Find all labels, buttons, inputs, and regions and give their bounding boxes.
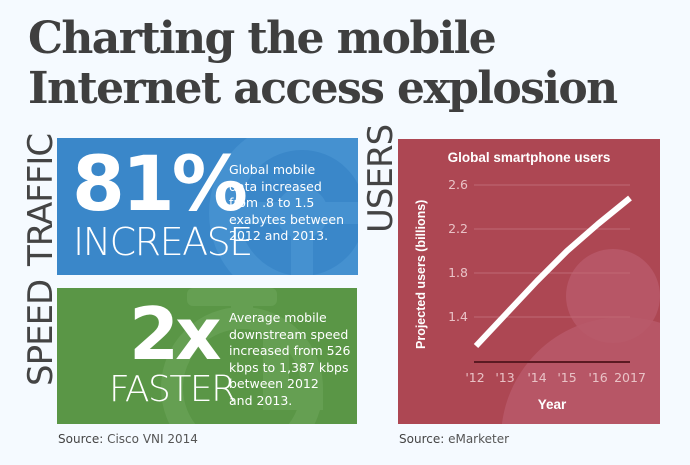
x-axis-label: Year (537, 397, 567, 412)
speed-big-value: 2x (129, 292, 222, 376)
x-tick-2014: '14 (527, 370, 547, 385)
x-tick-2012: '12 (465, 370, 485, 385)
x-tick-2013: '13 (495, 370, 515, 385)
right-source: Source: eMarketer (399, 432, 509, 446)
y-tick-1-4: 1.4 (448, 309, 468, 324)
stopwatch-icon (161, 288, 323, 424)
title-line-1: Charting the mobile (28, 13, 497, 64)
gridlines (474, 184, 630, 318)
speed-big-caption: FASTER (109, 369, 236, 410)
users-panel: Global smartphone users 2.6 2.2 1.8 1.4 … (398, 139, 660, 424)
speed-panel: 2x FASTER Average mobile downstream spee… (57, 288, 357, 424)
x-tick-2015: '15 (557, 370, 577, 385)
title-line-2: Internet access explosion (28, 63, 618, 114)
traffic-side-label: TRAFFIC (21, 133, 61, 266)
source-value: eMarketer (448, 432, 510, 446)
line-chart (473, 184, 632, 363)
series-line-smartphone-users (473, 195, 632, 349)
source-key: Source: (58, 432, 104, 446)
chart-title: Global smartphone users (447, 150, 611, 165)
traffic-description: Global mobile data increased from .8 to … (229, 162, 344, 243)
y-axis-label: Projected users (billions) (414, 199, 428, 349)
speed-description: Average mobile downstream speed increase… (229, 310, 351, 408)
traffic-panel: 81% INCREASE Global mobile data increase… (57, 138, 358, 275)
y-tick-2-2: 2.2 (448, 221, 468, 236)
steering-wheel-icon (209, 138, 358, 275)
x-tick-2017: 2017 (614, 370, 646, 385)
y-tick-2-6: 2.6 (448, 177, 468, 192)
source-value: Cisco VNI 2014 (107, 432, 198, 446)
left-source: Source: Cisco VNI 2014 (58, 432, 198, 446)
x-tick-2016: '16 (588, 370, 608, 385)
traffic-big-value: 81% (72, 139, 248, 228)
infographic-title: Charting the mobile Internet access expl… (28, 13, 618, 114)
source-key: Source: (399, 432, 445, 446)
users-side-label: USERS (361, 124, 401, 233)
y-tick-1-8: 1.8 (448, 265, 468, 280)
traffic-big-caption: INCREASE (73, 220, 253, 264)
speed-side-label: SPEED (21, 279, 61, 386)
